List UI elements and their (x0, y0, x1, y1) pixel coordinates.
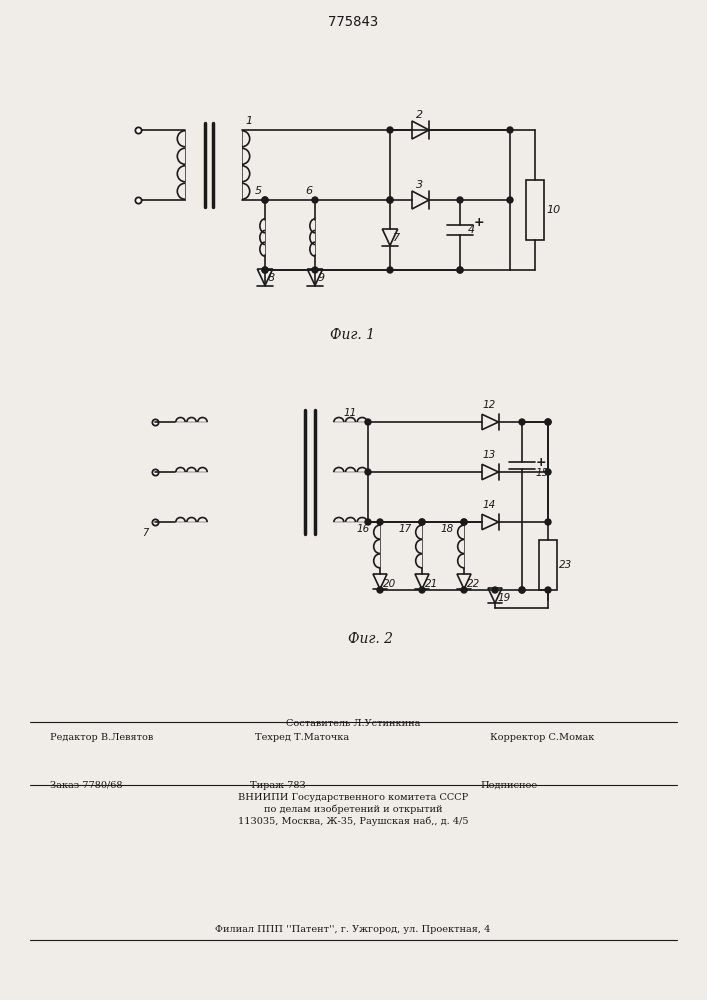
Text: Корректор С.Момак: Корректор С.Момак (490, 733, 595, 742)
Circle shape (377, 519, 383, 525)
Circle shape (519, 587, 525, 593)
Circle shape (365, 419, 371, 425)
Text: Тираж 783: Тираж 783 (250, 781, 305, 790)
Text: ВНИИПИ Государственного комитета СССР: ВНИИПИ Государственного комитета СССР (238, 793, 468, 802)
Text: 775843: 775843 (328, 15, 378, 29)
Circle shape (387, 197, 393, 203)
Text: +: + (536, 456, 547, 468)
Text: 14: 14 (482, 500, 496, 510)
Text: Техред Т.Маточка: Техред Т.Маточка (255, 733, 349, 742)
Circle shape (457, 197, 463, 203)
Circle shape (419, 519, 425, 525)
Text: 11: 11 (344, 408, 356, 418)
Circle shape (457, 267, 463, 273)
Text: 10: 10 (546, 205, 560, 215)
Text: 7: 7 (141, 528, 148, 538)
Circle shape (365, 469, 371, 475)
Text: по делам изобретений и открытий: по делам изобретений и открытий (264, 804, 443, 814)
Text: Фиг. 1: Фиг. 1 (330, 328, 375, 342)
Text: 16: 16 (357, 524, 370, 534)
Circle shape (262, 267, 268, 273)
Circle shape (492, 587, 498, 593)
Circle shape (545, 587, 551, 593)
Bar (526, 180, 544, 240)
Circle shape (461, 519, 467, 525)
Text: 17: 17 (399, 524, 412, 534)
Circle shape (545, 519, 551, 525)
Circle shape (262, 197, 268, 203)
Text: 18: 18 (440, 524, 454, 534)
Text: 2: 2 (416, 110, 423, 120)
Circle shape (419, 519, 425, 525)
Text: 8: 8 (268, 273, 275, 283)
Text: 6: 6 (305, 186, 312, 196)
Circle shape (457, 267, 463, 273)
Text: Составитель Л.Устинкина: Составитель Л.Устинкина (286, 719, 420, 728)
Text: 7: 7 (393, 233, 400, 243)
Circle shape (519, 419, 525, 425)
Circle shape (377, 587, 383, 593)
Circle shape (365, 519, 371, 525)
Circle shape (387, 267, 393, 273)
Text: 20: 20 (383, 579, 396, 589)
Text: 9: 9 (318, 273, 325, 283)
Circle shape (262, 267, 268, 273)
Circle shape (545, 419, 551, 425)
Circle shape (387, 197, 393, 203)
Bar (539, 540, 557, 590)
Text: 3: 3 (416, 180, 423, 190)
Text: 15: 15 (536, 468, 549, 478)
Circle shape (545, 419, 551, 425)
Text: 19: 19 (498, 593, 511, 603)
Circle shape (461, 519, 467, 525)
Text: Фиг. 2: Фиг. 2 (348, 632, 392, 646)
Text: +: + (474, 216, 484, 229)
Circle shape (507, 197, 513, 203)
Text: 23: 23 (559, 560, 572, 570)
Circle shape (519, 587, 525, 593)
Circle shape (545, 469, 551, 475)
Text: 4: 4 (468, 225, 475, 235)
Text: 21: 21 (425, 579, 438, 589)
Circle shape (312, 267, 318, 273)
Text: Подписное: Подписное (480, 781, 537, 790)
Text: Филиал ППП ''Патент'', г. Ужгород, ул. Проектная, 4: Филиал ППП ''Патент'', г. Ужгород, ул. П… (216, 925, 491, 934)
Circle shape (507, 127, 513, 133)
Text: 12: 12 (482, 400, 496, 410)
Text: 13: 13 (482, 450, 496, 460)
Text: 113035, Москва, Ж-35, Раушская наб,, д. 4/5: 113035, Москва, Ж-35, Раушская наб,, д. … (238, 816, 468, 826)
Text: 5: 5 (255, 186, 262, 196)
Text: Редактор В.Левятов: Редактор В.Левятов (50, 733, 153, 742)
Circle shape (262, 197, 268, 203)
Text: 1: 1 (245, 116, 252, 126)
Circle shape (461, 587, 467, 593)
Circle shape (312, 197, 318, 203)
Text: 22: 22 (467, 579, 480, 589)
Circle shape (387, 127, 393, 133)
Circle shape (419, 587, 425, 593)
Text: Заказ 7780/68: Заказ 7780/68 (50, 781, 122, 790)
